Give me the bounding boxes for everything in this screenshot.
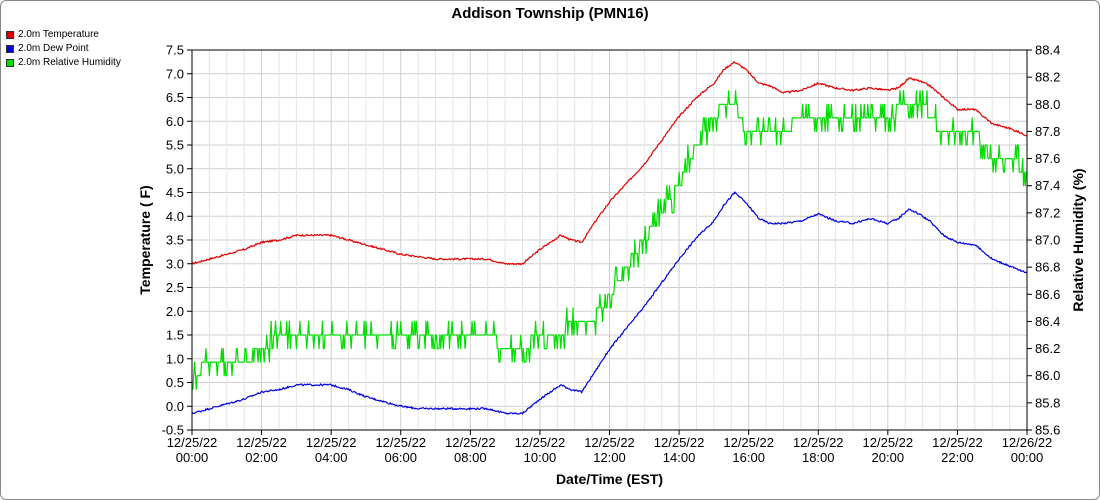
y-tick-label: 3.0 [166, 256, 184, 271]
x-tick-date-label: 12/25/22 [167, 435, 218, 450]
y-tick-label: 0.5 [166, 375, 184, 390]
x-tick-date-label: 12/25/22 [515, 435, 566, 450]
legend-swatch-dew-point [6, 45, 14, 53]
x-tick-time-label: 18:00 [802, 450, 835, 465]
y-tick-label: 6.0 [166, 114, 184, 129]
x-tick-date-label: 12/25/22 [584, 435, 635, 450]
y2-tick-label: 88.0 [1035, 97, 1060, 112]
x-tick-date-label: 12/25/22 [723, 435, 774, 450]
y2-axis-title: Relative Humidity (%) [1070, 168, 1086, 311]
x-axis-title: Date/Time (EST) [556, 471, 663, 487]
x-tick-time-label: 12:00 [593, 450, 626, 465]
y-tick-label: 1.0 [166, 351, 184, 366]
x-tick-date-label: 12/25/22 [445, 435, 496, 450]
y-tick-label: 5.0 [166, 161, 184, 176]
x-tick-date-label: 12/25/22 [863, 435, 914, 450]
legend-label-relative-humidity: 2.0m Relative Humidity [18, 57, 121, 68]
y2-tick-label: 87.8 [1035, 124, 1060, 139]
y-tick-label: 4.5 [166, 185, 184, 200]
legend-swatch-temperature [6, 31, 14, 39]
x-tick-time-label: 08:00 [454, 450, 487, 465]
legend-label-temperature: 2.0m Temperature [18, 29, 99, 40]
legend-label-dew-point: 2.0m Dew Point [18, 43, 89, 54]
y-tick-label: 6.5 [166, 90, 184, 105]
y-tick-label: 7.5 [166, 43, 184, 58]
y2-tick-label: 88.4 [1035, 43, 1060, 58]
x-tick-date-label: 12/25/22 [375, 435, 426, 450]
y2-tick-label: 86.6 [1035, 287, 1060, 302]
x-tick-time-label: 14:00 [663, 450, 696, 465]
chart-title: Addison Township (PMN16) [451, 5, 648, 22]
x-tick-date-label: 12/25/22 [236, 435, 287, 450]
x-tick-time-label: 20:00 [872, 450, 905, 465]
legend-item-temperature: 2.0m Temperature [6, 28, 121, 42]
y-tick-label: 2.5 [166, 280, 184, 295]
y2-tick-label: 86.2 [1035, 341, 1060, 356]
series-line-2-0m-relative-humidity [192, 90, 1027, 390]
y2-tick-label: 87.6 [1035, 151, 1060, 166]
x-tick-time-label: 06:00 [384, 450, 417, 465]
x-tick-time-label: 00:00 [1011, 450, 1044, 465]
y-axis-title: Temperature ( F) [137, 185, 153, 294]
y2-tick-label: 86.0 [1035, 368, 1060, 383]
y2-tick-label: 87.4 [1035, 178, 1060, 193]
y-tick-label: 2.0 [166, 304, 184, 319]
x-tick-date-label: 12/25/22 [306, 435, 357, 450]
x-tick-time-label: 02:00 [245, 450, 278, 465]
x-tick-time-label: 10:00 [524, 450, 557, 465]
y-tick-label: 1.5 [166, 328, 184, 343]
y2-tick-label: 87.0 [1035, 233, 1060, 248]
legend-item-dew-point: 2.0m Dew Point [6, 42, 121, 56]
x-tick-time-label: 00:00 [176, 450, 209, 465]
x-tick-date-label: 12/25/22 [654, 435, 705, 450]
series-line-2-0m-dew-point [191, 191, 1028, 415]
legend-item-relative-humidity: 2.0m Relative Humidity [6, 56, 121, 70]
y-tick-label: 4.0 [166, 209, 184, 224]
legend-swatch-relative-humidity [6, 59, 14, 67]
legend: 2.0m Temperature 2.0m Dew Point 2.0m Rel… [6, 28, 121, 70]
y-tick-label: -0.5 [162, 423, 184, 438]
y-tick-label: 7.0 [166, 66, 184, 81]
y-tick-label: 0.0 [166, 399, 184, 414]
x-tick-date-label: 12/25/22 [793, 435, 844, 450]
y2-tick-label: 86.8 [1035, 260, 1060, 275]
y2-tick-label: 85.6 [1035, 423, 1060, 438]
x-tick-time-label: 22:00 [941, 450, 974, 465]
y2-tick-label: 85.8 [1035, 395, 1060, 410]
x-tick-date-label: 12/25/22 [932, 435, 983, 450]
y2-tick-label: 87.2 [1035, 205, 1060, 220]
y2-tick-label: 86.4 [1035, 314, 1060, 329]
y-tick-label: 3.5 [166, 233, 184, 248]
series-line-2-0m-temperature [191, 61, 1028, 266]
x-tick-date-label: 12/26/22 [1002, 435, 1053, 450]
y2-tick-label: 88.2 [1035, 70, 1060, 85]
y-tick-label: 5.5 [166, 138, 184, 153]
x-tick-time-label: 04:00 [315, 450, 348, 465]
x-tick-time-label: 16:00 [732, 450, 765, 465]
